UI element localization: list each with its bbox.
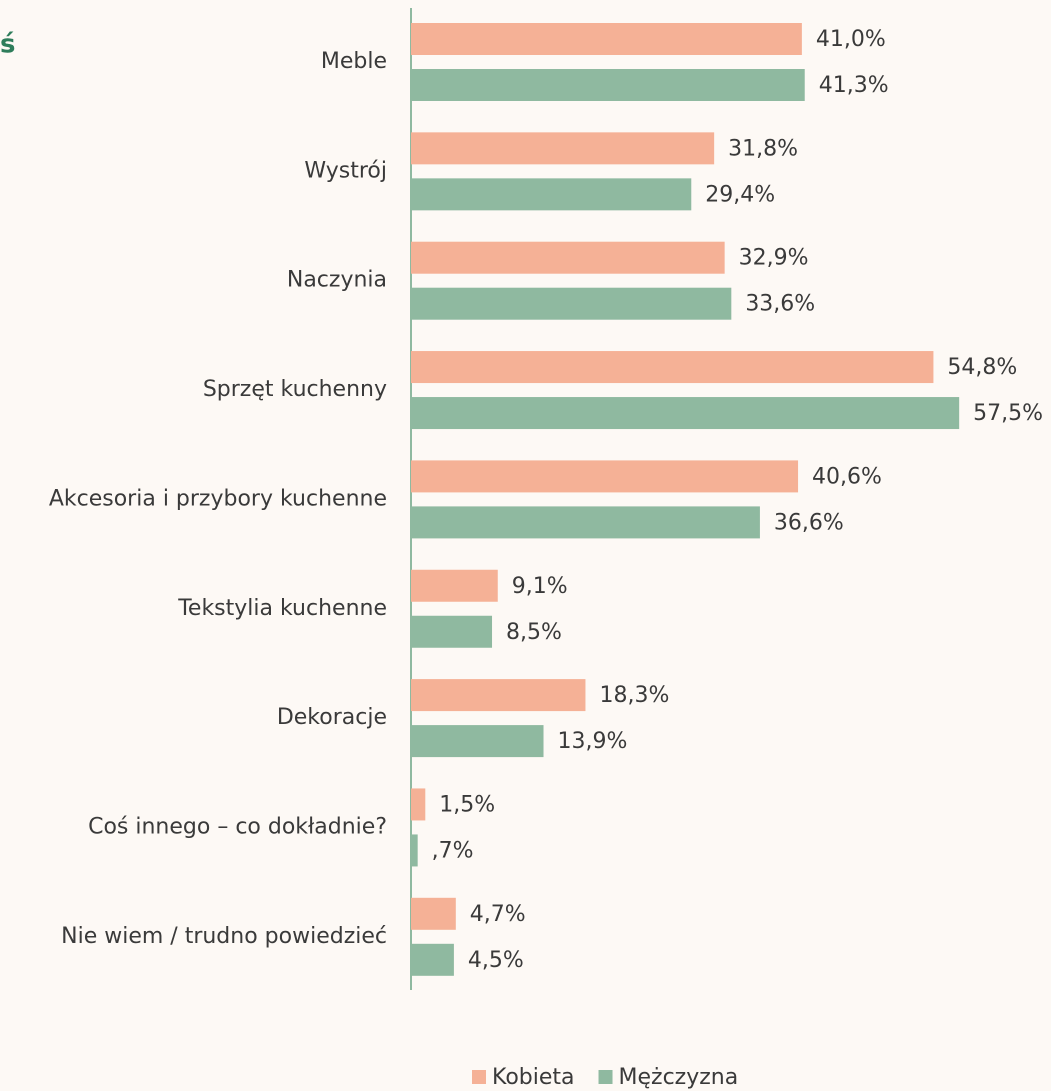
category-label: Meble — [321, 49, 387, 74]
bar — [411, 943, 454, 976]
value-label: 41,3% — [819, 73, 889, 98]
category-label: Nie wiem / trudno powiedzieć — [61, 924, 387, 949]
bar — [411, 132, 715, 165]
value-label: 57,5% — [973, 401, 1043, 426]
legend-label: Kobieta — [492, 1065, 575, 1090]
legend-swatch — [598, 1070, 613, 1084]
bar — [411, 506, 760, 539]
value-label: 33,6% — [745, 292, 815, 317]
value-label: 1,5% — [439, 792, 495, 817]
legend-label: Mężczyzna — [619, 1065, 739, 1090]
value-label: ,7% — [432, 838, 474, 863]
value-label: 54,8% — [947, 355, 1017, 380]
category-label: Dekoracje — [277, 705, 387, 730]
category-label: Akcesoria i przybory kuchenne — [49, 486, 387, 511]
value-label: 29,4% — [705, 182, 775, 207]
category-label: Wystrój — [304, 158, 387, 183]
category-label: Coś innego – co dokładnie? — [88, 814, 387, 839]
value-label: 9,1% — [512, 574, 568, 599]
category-label: Tekstylia kuchenne — [177, 596, 387, 621]
bar — [411, 69, 805, 101]
value-label: 32,9% — [739, 246, 809, 271]
chart-title: ś — [0, 30, 15, 60]
bar — [411, 351, 934, 384]
bar — [411, 725, 544, 758]
value-label: 4,7% — [470, 902, 526, 927]
bar — [411, 397, 960, 430]
value-label: 13,9% — [558, 729, 628, 754]
bar — [411, 569, 498, 602]
category-label: Sprzęt kuchenny — [203, 377, 387, 402]
value-label: 36,6% — [774, 510, 844, 535]
value-label: 31,8% — [728, 136, 798, 161]
value-label: 18,3% — [599, 683, 669, 708]
bar — [411, 897, 456, 930]
bar — [411, 287, 732, 320]
value-label: 40,6% — [812, 464, 882, 489]
value-label: 4,5% — [468, 948, 524, 973]
value-label: 8,5% — [506, 620, 562, 645]
bar — [411, 834, 418, 867]
legend-swatch — [472, 1070, 486, 1084]
bar — [411, 460, 799, 493]
bar — [411, 615, 493, 648]
value-label: 41,0% — [816, 27, 886, 52]
category-label: Naczynia — [287, 268, 387, 293]
bar — [411, 788, 426, 821]
bar — [411, 241, 725, 274]
bar — [411, 679, 586, 712]
bar — [411, 178, 692, 211]
bar — [411, 23, 802, 55]
